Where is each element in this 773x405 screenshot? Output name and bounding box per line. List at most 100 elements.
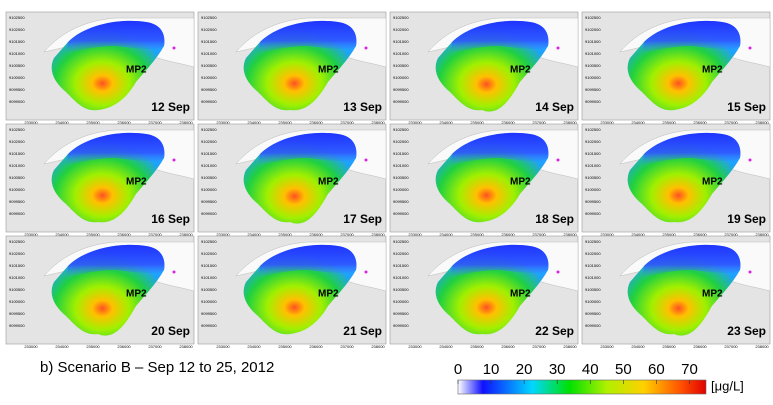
y-tick-label: 9102500 <box>585 15 601 20</box>
y-tick-label: 9102500 <box>393 239 409 244</box>
x-tick-label: 235000 <box>278 120 292 125</box>
caption: b) Scenario B – Sep 12 to 25, 2012 <box>40 359 274 376</box>
x-tick-label: 234000 <box>439 120 453 125</box>
map-panel: MP2 13 Sep 9102500 9102000 9101500 9101000 910… <box>197 11 387 125</box>
y-tick-label: 9100000 <box>9 299 25 304</box>
y-tick-label: 9100000 <box>9 187 25 192</box>
y-tick-label: 9100000 <box>201 75 217 80</box>
y-tick-label: 9101500 <box>585 263 601 268</box>
y-tick-label: 9102500 <box>201 15 217 20</box>
y-tick-label: 9102500 <box>9 15 25 20</box>
station-label: MP2 <box>510 289 531 300</box>
x-tick-label: 238000 <box>179 232 193 237</box>
y-tick-label: 9100500 <box>393 287 409 292</box>
contour-marker <box>364 270 368 274</box>
low-concentration <box>642 244 741 278</box>
colorbar-tick-label: 20 <box>516 361 533 378</box>
contour-marker <box>556 158 560 162</box>
x-tick-label: 238000 <box>563 120 577 125</box>
x-tick-label: 236000 <box>693 232 707 237</box>
y-tick-label: 9101500 <box>201 151 217 156</box>
colorbar-tick-label: 0 <box>454 361 462 378</box>
contour-marker <box>748 46 752 50</box>
y-tick-label: 9099500 <box>393 311 409 316</box>
map-panel: MP2 17 Sep 9102500 9102000 9101500 9101000 910… <box>197 123 387 237</box>
low-concentration <box>258 20 357 55</box>
y-tick-label: 9100500 <box>201 287 217 292</box>
date-label: 21 Sep <box>343 324 382 338</box>
date-label: 22 Sep <box>535 324 574 338</box>
colorbar-tick-label: 70 <box>681 361 698 378</box>
y-tick-label: 9102000 <box>585 139 601 144</box>
x-tick-label: 237000 <box>532 120 546 125</box>
station-label: MP2 <box>702 65 723 76</box>
y-tick-label: 9102000 <box>201 27 217 32</box>
y-tick-label: 9100500 <box>9 175 25 180</box>
y-tick-label: 9101000 <box>393 163 409 168</box>
colorbar-tick-label: 40 <box>582 361 599 378</box>
y-tick-label: 9101000 <box>9 51 25 56</box>
contour-marker <box>748 158 752 162</box>
x-tick-label: 234000 <box>55 344 69 349</box>
station-label: MP2 <box>318 65 339 76</box>
x-tick-label: 236000 <box>117 232 131 237</box>
y-tick-label: 9099500 <box>201 199 217 204</box>
low-concentration <box>66 244 165 278</box>
date-label: 23 Sep <box>727 324 766 338</box>
station-label: MP2 <box>702 177 723 188</box>
x-tick-label: 237000 <box>340 344 354 349</box>
station-label: MP2 <box>318 177 339 188</box>
y-tick-label: 9100000 <box>201 299 217 304</box>
y-tick-label: 9101000 <box>201 163 217 168</box>
x-tick-label: 233000 <box>408 232 422 237</box>
x-tick-label: 233000 <box>24 232 38 237</box>
date-label: 20 Sep <box>151 324 190 338</box>
x-tick-label: 235000 <box>470 120 484 125</box>
x-tick-label: 237000 <box>148 120 162 125</box>
y-tick-label: 9102500 <box>393 127 409 132</box>
y-tick-label: 9099000 <box>9 99 25 104</box>
colorbar-tick-label: 30 <box>549 361 566 378</box>
map-panel: MP2 23 Sep 9102500 9102000 9101500 9101000 910… <box>581 235 771 349</box>
x-tick-label: 235000 <box>662 344 676 349</box>
y-tick-label: 9100000 <box>393 299 409 304</box>
x-tick-label: 234000 <box>55 232 69 237</box>
station-label: MP2 <box>510 65 531 76</box>
y-tick-label: 9100500 <box>585 175 601 180</box>
x-tick-label: 238000 <box>371 344 385 349</box>
x-tick-label: 235000 <box>86 344 100 349</box>
y-tick-label: 9102000 <box>393 251 409 256</box>
map-panel: MP2 18 Sep 9102500 9102000 9101500 9101000 910… <box>389 123 579 237</box>
y-tick-label: 9100500 <box>585 63 601 68</box>
x-tick-label: 235000 <box>86 232 100 237</box>
x-tick-label: 237000 <box>340 232 354 237</box>
x-tick-label: 238000 <box>755 120 769 125</box>
y-tick-label: 9102000 <box>585 27 601 32</box>
contour-marker <box>172 46 176 50</box>
x-tick-label: 238000 <box>179 120 193 125</box>
x-tick-label: 235000 <box>470 232 484 237</box>
x-tick-label: 236000 <box>501 344 515 349</box>
y-tick-label: 9101500 <box>9 151 25 156</box>
y-tick-label: 9102500 <box>393 15 409 20</box>
date-label: 12 Sep <box>151 100 190 114</box>
colorbar-tick-label: 60 <box>648 361 665 378</box>
x-tick-label: 235000 <box>470 344 484 349</box>
date-label: 13 Sep <box>343 100 382 114</box>
x-tick-label: 235000 <box>86 120 100 125</box>
x-tick-label: 236000 <box>309 344 323 349</box>
y-tick-label: 9100000 <box>585 75 601 80</box>
low-concentration <box>258 244 357 278</box>
x-tick-label: 235000 <box>278 232 292 237</box>
y-tick-label: 9099500 <box>393 199 409 204</box>
x-tick-label: 233000 <box>600 120 614 125</box>
x-tick-label: 236000 <box>501 232 515 237</box>
x-tick-label: 237000 <box>148 344 162 349</box>
date-label: 17 Sep <box>343 212 382 226</box>
contour-marker <box>172 270 176 274</box>
y-tick-label: 9102000 <box>585 251 601 256</box>
colorbar-tick-label: 10 <box>483 361 500 378</box>
x-tick-label: 233000 <box>600 232 614 237</box>
x-tick-label: 237000 <box>148 232 162 237</box>
